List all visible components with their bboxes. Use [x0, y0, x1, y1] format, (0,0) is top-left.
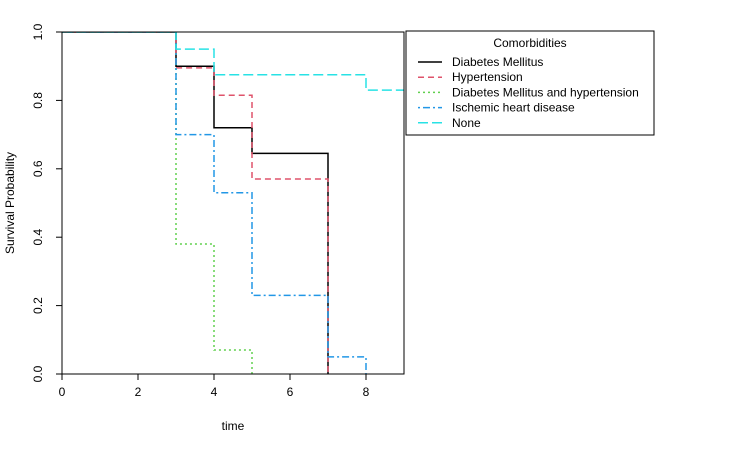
- y-tick-label: 0.2: [31, 297, 45, 314]
- legend: Comorbidities Diabetes MellitusHypertens…: [405, 30, 655, 136]
- x-tick-label: 2: [135, 385, 142, 399]
- x-tick-label: 8: [363, 385, 370, 399]
- x-tick-label: 6: [287, 385, 294, 399]
- x-axis-title: time: [222, 419, 245, 433]
- y-tick-label: 1.0: [31, 23, 45, 40]
- x-tick-label: 4: [211, 385, 218, 399]
- plot-area: [62, 32, 404, 374]
- legend-entry-label: Ischemic heart disease: [452, 101, 575, 115]
- y-tick-label: 0.0: [31, 365, 45, 382]
- x-tick-label: 0: [59, 385, 66, 399]
- legend-entry-label: Hypertension: [452, 70, 523, 84]
- y-tick-label: 0.6: [31, 160, 45, 177]
- y-tick-label: 0.4: [31, 229, 45, 246]
- legend-entry-label: Diabetes Mellitus: [452, 55, 543, 69]
- series-group: [62, 32, 404, 374]
- legend-title: Comorbidities: [493, 36, 566, 50]
- y-tick-label: 0.8: [31, 92, 45, 109]
- series-line-4: [62, 32, 404, 91]
- legend-entry-label: None: [452, 116, 481, 130]
- plot-frame: [61, 31, 405, 375]
- x-axis: 0 2 4 6 8: [59, 374, 370, 399]
- series-line-2: [62, 32, 253, 374]
- legend-box: [405, 30, 655, 136]
- y-axis: 0.0 0.2 0.4 0.6 0.8 1.0: [31, 23, 62, 382]
- series-line-1: [62, 32, 329, 374]
- y-axis-title: Survival Probability: [3, 152, 17, 254]
- series-line-3: [62, 32, 367, 374]
- series-line-0: [62, 32, 329, 374]
- legend-entry-label: Diabetes Mellitus and hypertension: [452, 85, 639, 99]
